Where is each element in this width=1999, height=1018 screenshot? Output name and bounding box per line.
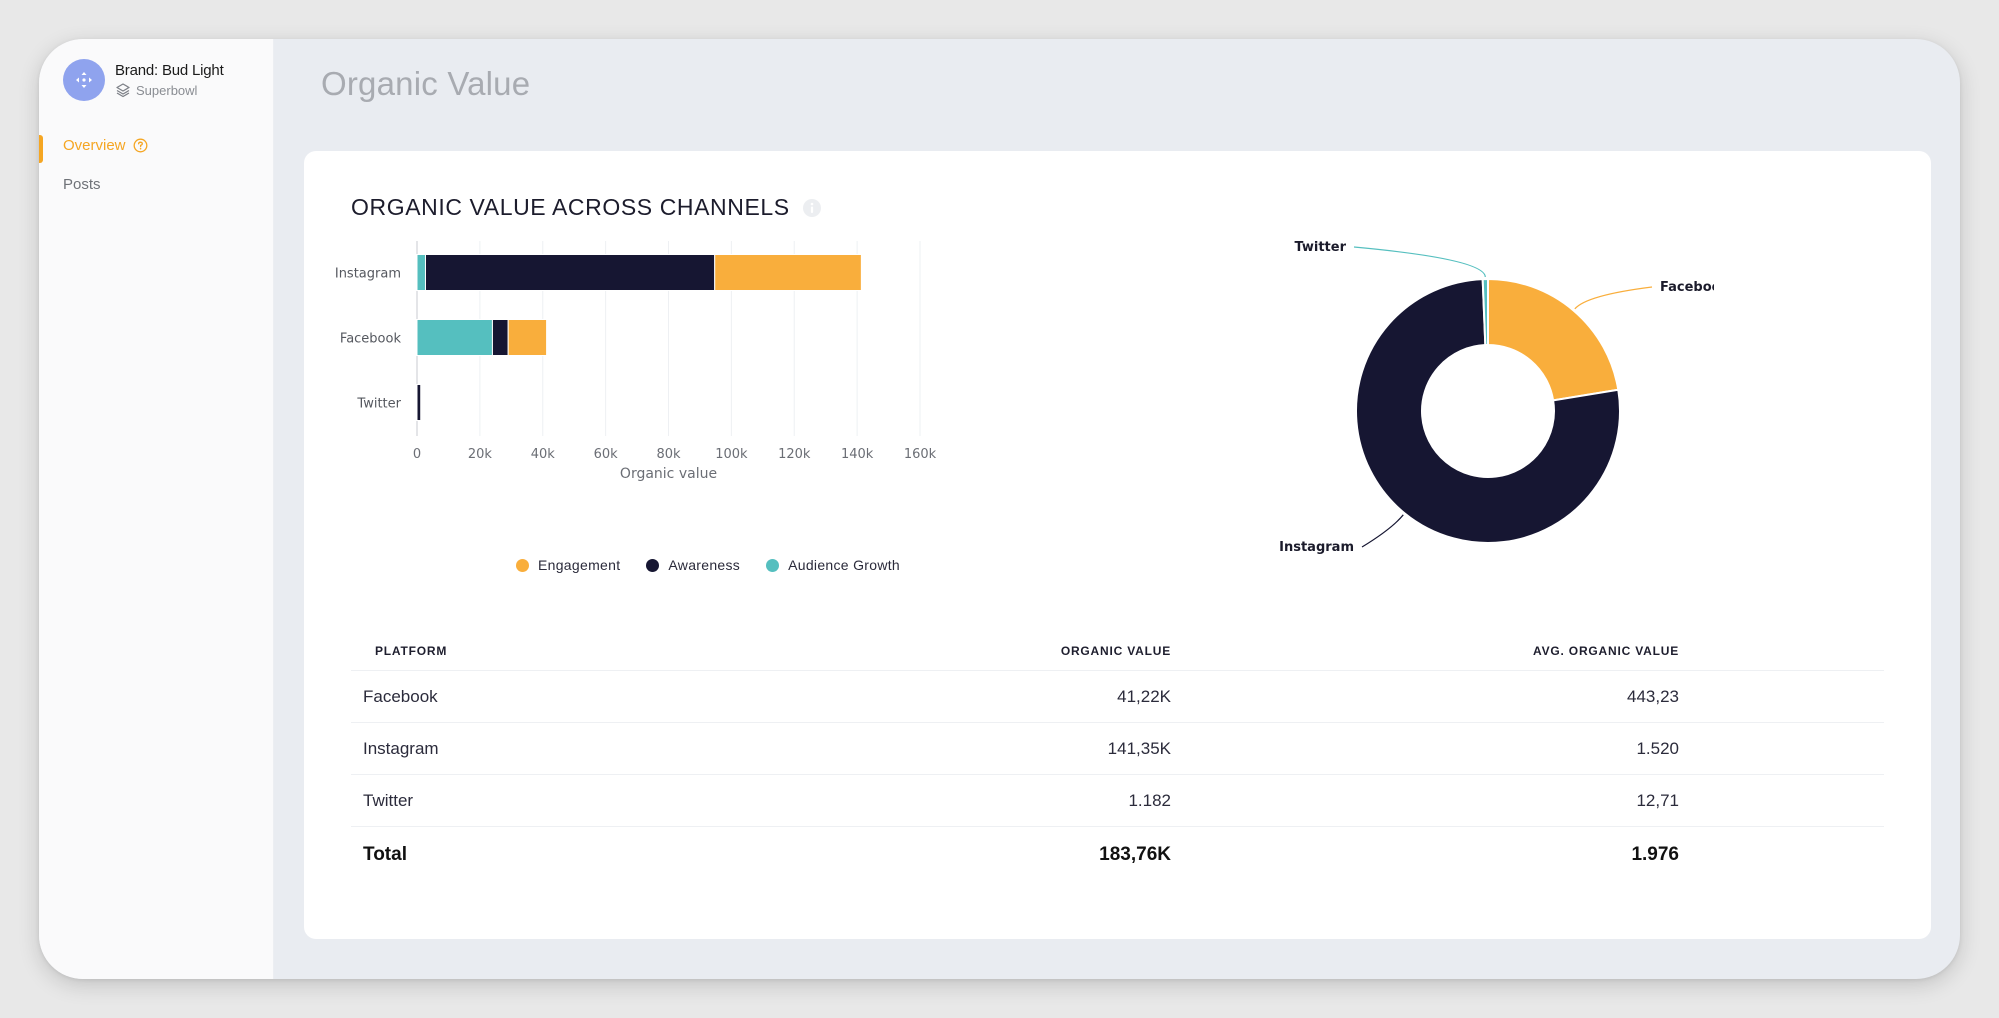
platform-cell: Facebook bbox=[363, 686, 438, 706]
legend-item-audience-growth[interactable]: Audience Growth bbox=[766, 557, 900, 573]
total-avg-organic-value: 1.976 bbox=[1631, 844, 1679, 865]
x-tick-label: 140k bbox=[841, 447, 874, 462]
donut-label: Facebook bbox=[1660, 280, 1714, 295]
card-title: ORGANIC VALUE ACROSS CHANNELS bbox=[351, 194, 790, 220]
platform-table: PLATFORM ORGANIC VALUE AVG. ORGANIC VALU… bbox=[351, 631, 1884, 883]
avg-organic-value-cell: 1.520 bbox=[1636, 738, 1679, 758]
legend-dot bbox=[766, 558, 780, 572]
legend-dot bbox=[516, 558, 529, 572]
column-header-platform[interactable]: PLATFORM bbox=[375, 643, 448, 658]
organic-value-cell: 141,35K bbox=[1107, 738, 1171, 758]
x-tick-label: 0 bbox=[413, 447, 421, 462]
active-nav-indicator bbox=[39, 135, 43, 163]
platform-cell: Twitter bbox=[363, 790, 414, 810]
sidebar-item-label: Posts bbox=[63, 176, 101, 193]
avg-organic-value-cell: 443,23 bbox=[1627, 686, 1679, 706]
x-tick-label: 100k bbox=[715, 447, 748, 462]
sidebar: Brand: Bud Light Superbowl Overview bbox=[39, 39, 274, 979]
donut-chart: Facebook Instagram Twitter bbox=[1279, 240, 1714, 555]
platform-cell: Instagram bbox=[363, 738, 439, 758]
organic-value-cell: 1.182 bbox=[1128, 790, 1171, 810]
info-icon[interactable] bbox=[802, 198, 822, 218]
brand-name: Brand: Bud Light bbox=[115, 62, 224, 79]
legend-item-awareness[interactable]: Awareness bbox=[646, 557, 740, 573]
x-tick-label: 40k bbox=[531, 447, 556, 462]
organic-value-cell: 41,22K bbox=[1117, 686, 1171, 706]
avg-organic-value-cell: 12,71 bbox=[1636, 790, 1679, 810]
sidebar-item-overview[interactable]: Overview bbox=[63, 137, 148, 154]
donut-slice-twitter[interactable] bbox=[1481, 277, 1489, 347]
bar-segment-audience-growth[interactable] bbox=[416, 254, 426, 291]
legend-item-engagement[interactable]: Engagement bbox=[516, 557, 620, 573]
table-header: PLATFORM ORGANIC VALUE AVG. ORGANIC VALU… bbox=[351, 631, 1884, 671]
organic-value-card: ORGANIC VALUE ACROSS CHANNELS 0 20k 40k 60k… bbox=[304, 151, 1931, 939]
legend-label: Awareness bbox=[668, 557, 741, 573]
legend-dot bbox=[646, 558, 660, 572]
table-row: Twitter 1.182 12,71 bbox=[351, 775, 1884, 827]
bar-segment-awareness[interactable] bbox=[491, 319, 509, 356]
column-header-organic-value[interactable]: ORGANIC VALUE bbox=[1060, 643, 1171, 658]
legend-label: Engagement bbox=[538, 557, 621, 573]
move-arrows-icon bbox=[76, 72, 92, 88]
donut-slice-facebook[interactable] bbox=[1487, 277, 1620, 402]
bar-segment-engagement[interactable] bbox=[507, 319, 548, 356]
x-tick-label: 20k bbox=[468, 447, 493, 462]
column-header-avg-organic-value[interactable]: AVG. ORGANIC VALUE bbox=[1533, 643, 1679, 658]
help-icon[interactable] bbox=[133, 138, 148, 153]
table-row: Instagram 141,35K 1.520 bbox=[351, 723, 1884, 775]
brand-subtitle: Superbowl bbox=[136, 82, 198, 98]
donut-connector-line bbox=[1574, 286, 1653, 310]
bar-segment-audience-growth[interactable] bbox=[416, 319, 493, 356]
brand-avatar bbox=[63, 59, 105, 101]
donut-label: Twitter bbox=[1294, 240, 1346, 255]
y-tick-label: Instagram bbox=[335, 267, 401, 282]
table-total-row: Total 183,76K 1.976 bbox=[351, 827, 1884, 883]
bar-segment-engagement[interactable] bbox=[714, 254, 862, 291]
x-tick-label: 80k bbox=[656, 447, 681, 462]
stacked-bar-chart: 0 20k 40k 60k 80k 100k 120k 140k 160k Organic val… bbox=[335, 241, 937, 482]
bar-segment-awareness[interactable] bbox=[416, 384, 422, 421]
donut-connector-line bbox=[1361, 514, 1404, 548]
x-tick-label: 160k bbox=[904, 447, 937, 462]
legend-label: Audience Growth bbox=[788, 557, 901, 573]
chart-legend: Engagement Awareness Audience Growth bbox=[516, 557, 926, 573]
app-window: Brand: Bud Light Superbowl Overview bbox=[39, 39, 1960, 979]
sidebar-item-label: Overview bbox=[63, 137, 126, 154]
donut-slice-instagram[interactable] bbox=[1355, 278, 1621, 544]
y-tick-label: Twitter bbox=[356, 397, 401, 412]
total-organic-value: 183,76K bbox=[1099, 844, 1171, 865]
total-label: Total bbox=[363, 844, 407, 865]
y-tick-label: Facebook bbox=[340, 332, 402, 347]
sidebar-item-posts[interactable]: Posts bbox=[63, 176, 101, 193]
x-tick-label: 60k bbox=[594, 447, 619, 462]
layers-icon bbox=[116, 83, 130, 98]
x-axis-label: Organic value bbox=[620, 466, 717, 482]
donut-connector-line bbox=[1353, 246, 1486, 278]
page-title: Organic Value bbox=[321, 65, 531, 102]
brand-switcher[interactable]: Brand: Bud Light Superbowl bbox=[63, 59, 224, 101]
donut-label: Instagram bbox=[1279, 540, 1354, 555]
bar-segment-awareness[interactable] bbox=[424, 254, 716, 291]
table-row: Facebook 41,22K 443,23 bbox=[351, 671, 1884, 723]
x-tick-label: 120k bbox=[778, 447, 811, 462]
